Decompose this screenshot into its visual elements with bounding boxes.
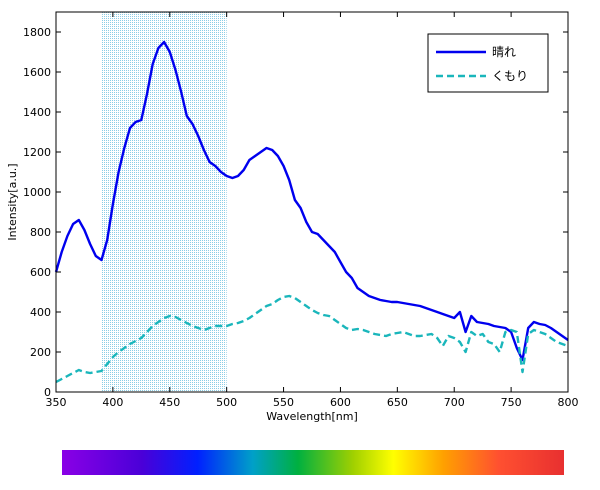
y-tick-label: 600 (30, 266, 51, 279)
y-tick-label: 1800 (23, 26, 51, 39)
series-layer (54, 40, 569, 384)
y-tick-label: 200 (30, 346, 51, 359)
y-tick-label: 1400 (23, 106, 51, 119)
legend-label-sunny: 晴れ (492, 45, 516, 59)
plot-frame (55, 11, 569, 393)
x-tick-label: 350 (46, 396, 67, 409)
y-tick-label: 400 (30, 306, 51, 319)
spectrum-gradient-bar (62, 450, 564, 475)
highlight-band (101, 12, 227, 392)
axes-layer: 350 400 450 500 550 600 650 700 750 800 0 200 400 600… (6, 11, 579, 423)
spectrum-bar (62, 450, 564, 475)
x-tick-label: 700 (444, 396, 465, 409)
y-axis-title: Intensity[a.u.] (6, 163, 19, 240)
legend-box (427, 33, 549, 93)
y-tick-label: 1200 (23, 146, 51, 159)
x-tick-label: 500 (216, 396, 237, 409)
y-tick-label: 1600 (23, 66, 51, 79)
series-line-cloudy (55, 294, 569, 384)
series-line-sunny (54, 40, 569, 362)
x-tick-label: 550 (273, 396, 294, 409)
y-tick-label: 800 (30, 226, 51, 239)
x-tick-label: 800 (558, 396, 579, 409)
highlight-band-layer (101, 12, 227, 392)
x-axis-title: Wavelength[nm] (266, 410, 358, 423)
x-tick-label: 600 (330, 396, 351, 409)
legend-label-cloudy: くもり (492, 69, 528, 83)
x-tick-label: 650 (387, 396, 408, 409)
x-tick-label: 450 (159, 396, 180, 409)
y-tick-label: 0 (44, 386, 51, 399)
y-tick-label: 1000 (23, 186, 51, 199)
x-tick-label: 750 (501, 396, 522, 409)
x-tick-label: 400 (102, 396, 123, 409)
